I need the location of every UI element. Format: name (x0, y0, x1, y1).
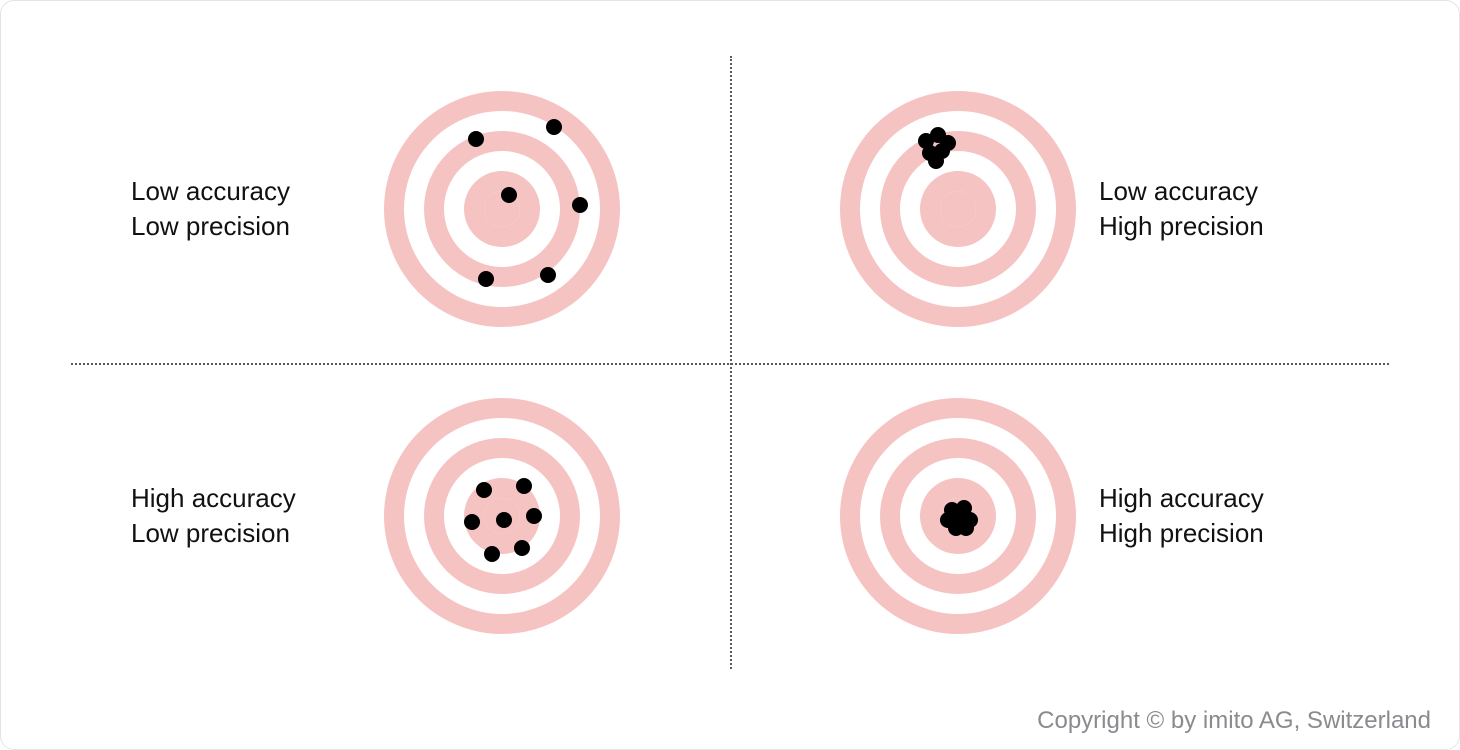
target-center (940, 191, 976, 227)
quadrant-label: High accuracyLow precision (71, 481, 361, 551)
data-point (496, 512, 512, 528)
label-line: Low accuracy (131, 174, 361, 209)
data-point (928, 153, 944, 169)
target-container (361, 398, 730, 634)
diagram-frame: Low accuracyLow precisionLow accuracyHig… (0, 0, 1460, 750)
data-point (526, 508, 542, 524)
quadrant-high-acc-low-prec: High accuracyLow precision (71, 363, 730, 670)
data-point (546, 119, 562, 135)
target-container (361, 91, 730, 327)
target-container (730, 398, 1099, 634)
quadrant-label: Low accuracyHigh precision (1099, 174, 1389, 244)
bullseye-target (384, 398, 620, 634)
data-point (540, 267, 556, 283)
data-point (464, 514, 480, 530)
label-line: Low precision (131, 209, 361, 244)
data-point (958, 520, 974, 536)
bullseye-target (840, 398, 1076, 634)
quadrant-label: High accuracyHigh precision (1099, 481, 1389, 551)
quadrant-low-acc-high-prec: Low accuracyHigh precision (730, 56, 1389, 363)
data-point (514, 540, 530, 556)
quadrant-low-acc-low-prec: Low accuracyLow precision (71, 56, 730, 363)
quadrant-label: Low accuracyLow precision (71, 174, 361, 244)
data-point (516, 478, 532, 494)
copyright-text: Copyright © by imito AG, Switzerland (1037, 707, 1431, 735)
label-line: Low accuracy (1099, 174, 1329, 209)
data-point (468, 131, 484, 147)
label-line: High precision (1099, 209, 1329, 244)
quadrant-high-acc-high-prec: High accuracyHigh precision (730, 363, 1389, 670)
target-container (730, 91, 1099, 327)
label-line: High accuracy (1099, 481, 1329, 516)
label-line: Low precision (131, 516, 361, 551)
data-point (484, 546, 500, 562)
data-point (501, 187, 517, 203)
bullseye-target (840, 91, 1076, 327)
quadrant-grid: Low accuracyLow precisionLow accuracyHig… (71, 56, 1389, 669)
data-point (478, 271, 494, 287)
data-point (476, 482, 492, 498)
label-line: High accuracy (131, 481, 361, 516)
label-line: High precision (1099, 516, 1329, 551)
bullseye-target (384, 91, 620, 327)
data-point (572, 197, 588, 213)
